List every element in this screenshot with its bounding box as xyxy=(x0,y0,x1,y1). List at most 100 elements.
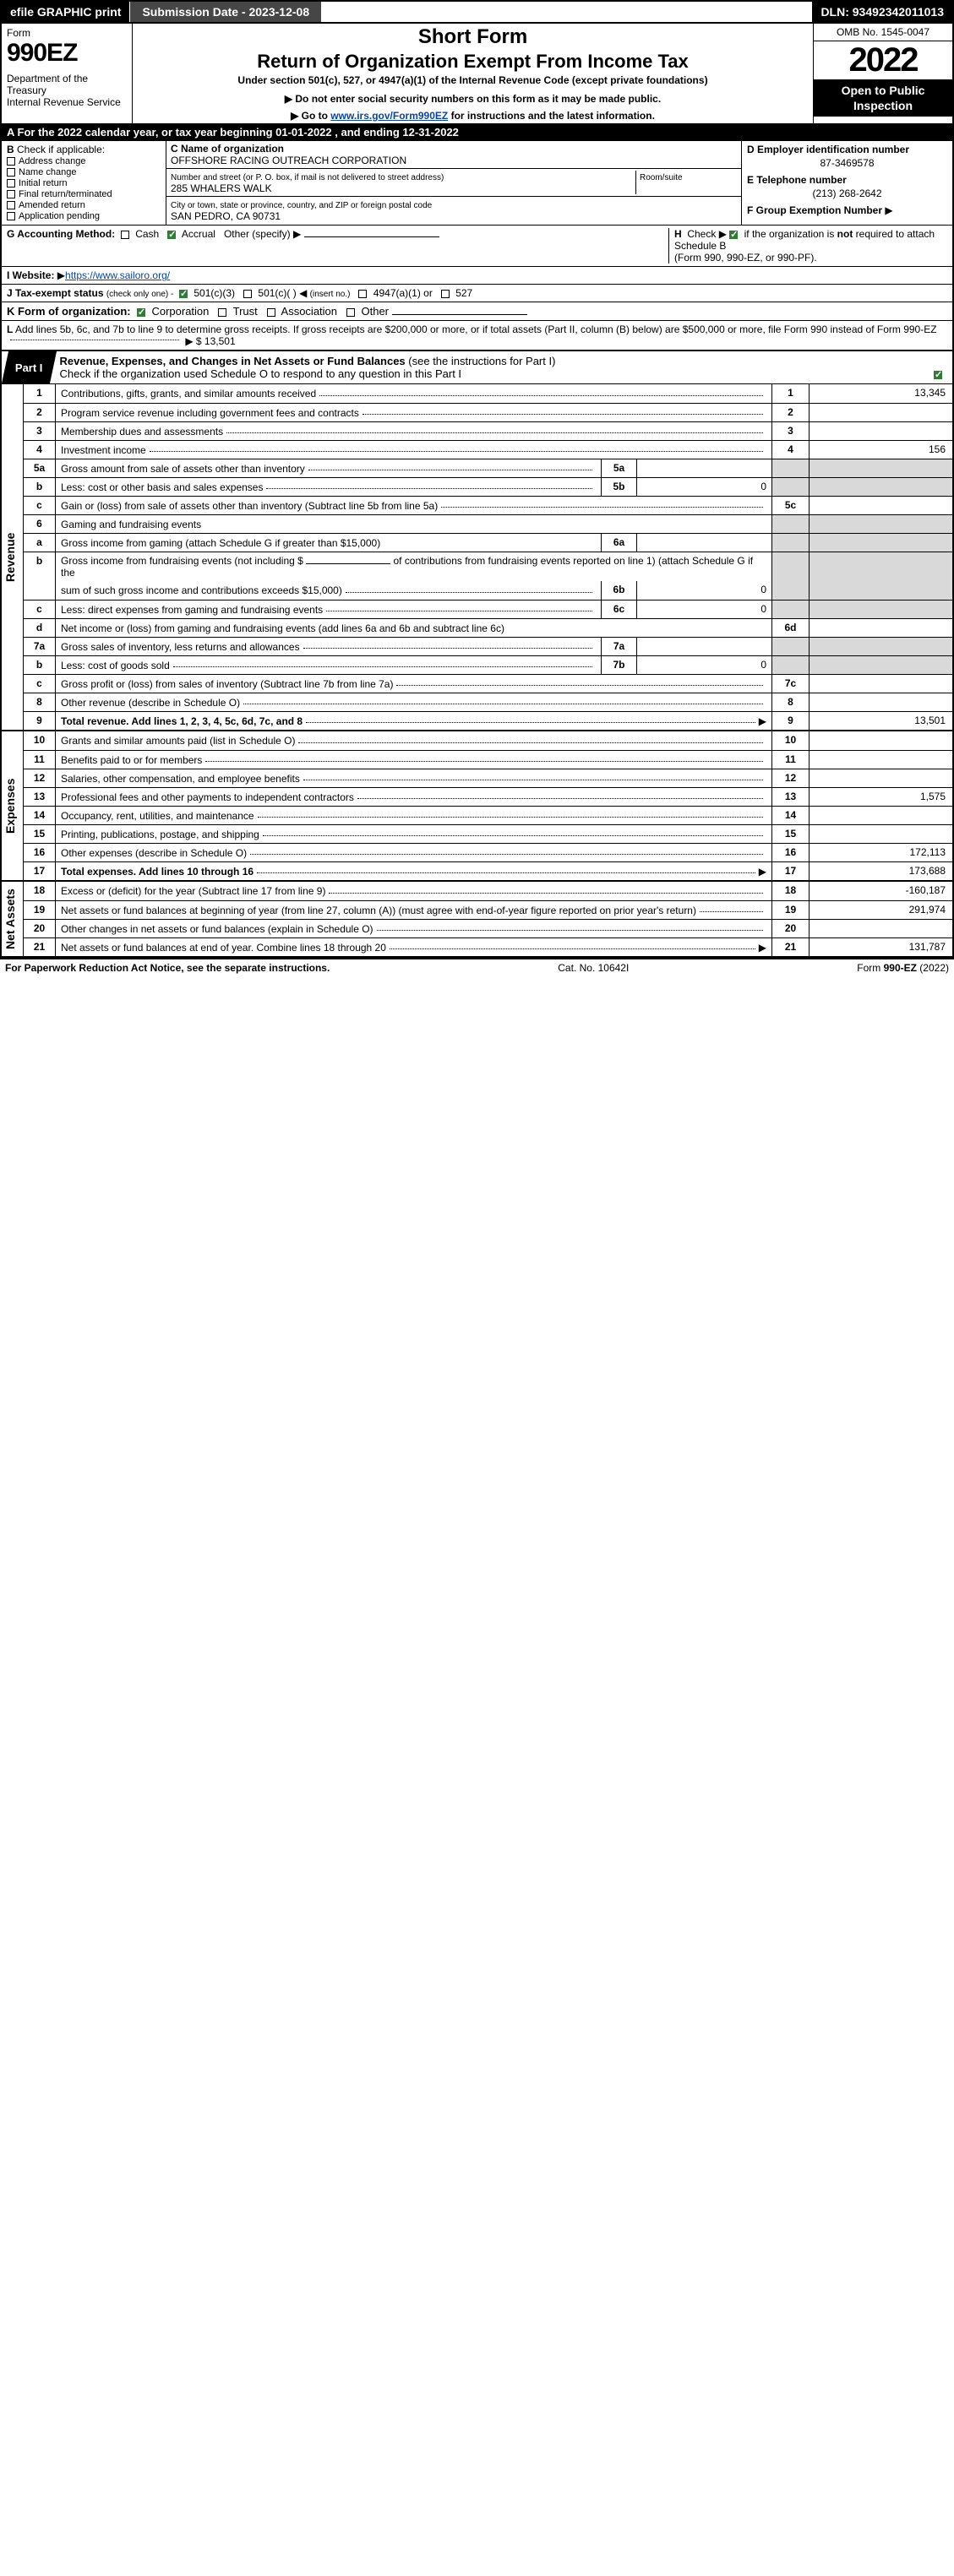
line-7a-mini-ref: 7a xyxy=(601,638,636,655)
b-check-if: Check if applicable: xyxy=(17,144,105,155)
line-2: 2 Program service revenue including gove… xyxy=(24,403,952,421)
line-6a-mini-val xyxy=(636,534,771,552)
line-10-desc: Grants and similar amounts paid (list in… xyxy=(61,735,295,747)
line-12-num: 12 xyxy=(24,769,56,787)
part-1-check-text: Check if the organization used Schedule … xyxy=(60,367,462,380)
f-label: F Group Exemption Number xyxy=(747,204,882,216)
website-link[interactable]: https://www.sailoro.org/ xyxy=(65,269,170,281)
return-title: Return of Organization Exempt From Incom… xyxy=(139,51,806,73)
line-5b-desc: Less: cost or other basis and sales expe… xyxy=(61,481,263,493)
subtitle: Under section 501(c), 527, or 4947(a)(1)… xyxy=(139,74,806,86)
chk-application-pending[interactable]: Application pending xyxy=(7,211,161,221)
arrow-icon: ▶ xyxy=(759,942,766,954)
line-7a-val-shade xyxy=(809,638,952,655)
revenue-side-label: Revenue xyxy=(2,384,19,730)
org-name-cell: C Name of organization OFFSHORE RACING O… xyxy=(166,141,741,169)
chk-schedule-o-part1[interactable] xyxy=(934,371,942,379)
line-18-value: -160,187 xyxy=(809,882,952,900)
chk-accrual[interactable] xyxy=(167,231,176,239)
line-7a-mini-val xyxy=(636,638,771,655)
e-label: E Telephone number xyxy=(747,174,847,186)
line-16-ref: 16 xyxy=(771,844,809,861)
line-5c: c Gain or (loss) from sale of assets oth… xyxy=(24,496,952,514)
line-7b-mini-ref: 7b xyxy=(601,656,636,674)
chk-name-change[interactable]: Name change xyxy=(7,167,161,177)
line-8: 8 Other revenue (describe in Schedule O)… xyxy=(24,693,952,711)
chk-final-return[interactable]: Final return/terminated xyxy=(7,189,161,199)
chk-trust[interactable] xyxy=(218,308,226,317)
line-1-desc: Contributions, gifts, grants, and simila… xyxy=(61,388,316,399)
line-6a-ref-shade xyxy=(771,534,809,552)
h-not: not xyxy=(837,228,853,240)
goto-prefix: Go to xyxy=(302,110,331,122)
line-11-value xyxy=(809,751,952,769)
line-5c-desc: Gain or (loss) from sale of assets other… xyxy=(61,500,438,512)
line-4: 4 Investment income 4 156 xyxy=(24,440,952,459)
revenue-section: Revenue 1 Contributions, gifts, grants, … xyxy=(2,384,952,730)
line-7c-num: c xyxy=(24,675,56,693)
line-6-ref-shade xyxy=(771,515,809,533)
line-2-value xyxy=(809,404,952,421)
line-7c-value xyxy=(809,675,952,693)
line-6c-ref-shade xyxy=(771,601,809,618)
chk-initial-return[interactable]: Initial return xyxy=(7,178,161,188)
line-21-value: 131,787 xyxy=(809,938,952,956)
line-7b-desc: Less: cost of goods sold xyxy=(61,660,170,671)
part-1-header: Part I Revenue, Expenses, and Changes in… xyxy=(2,350,952,384)
line-9-desc: Total revenue. Add lines 1, 2, 3, 4, 5c,… xyxy=(61,715,303,727)
line-2-ref: 2 xyxy=(771,404,809,421)
line-19: 19 Net assets or fund balances at beginn… xyxy=(24,900,952,919)
line-7b-val-shade xyxy=(809,656,952,674)
cash-label: Cash xyxy=(135,228,159,240)
chk-527[interactable] xyxy=(441,290,450,298)
short-form-title: Short Form xyxy=(139,25,806,49)
line-5b: b Less: cost or other basis and sales ex… xyxy=(24,477,952,496)
line-6d-ref: 6d xyxy=(771,619,809,637)
line-1-ref: 1 xyxy=(771,384,809,403)
chk-other-org[interactable] xyxy=(346,308,355,317)
line-16-desc: Other expenses (describe in Schedule O) xyxy=(61,847,247,859)
chk-schedule-b-not-required[interactable] xyxy=(729,231,738,239)
line-6b: sum of such gross income and contributio… xyxy=(24,581,952,600)
line-6b-num: b xyxy=(24,552,56,581)
line-5b-ref-shade xyxy=(771,478,809,496)
line-13-value: 1,575 xyxy=(809,788,952,806)
chk-amended-return[interactable]: Amended return xyxy=(7,200,161,210)
line-6b-desc-block: Gross income from fundraising events (no… xyxy=(56,552,771,581)
chk-501c[interactable] xyxy=(243,290,252,298)
line-5c-value xyxy=(809,497,952,514)
form-header: Form 990EZ Department of the Treasury In… xyxy=(2,24,952,123)
line-1-num: 1 xyxy=(24,384,56,403)
line-8-num: 8 xyxy=(24,693,56,711)
line-5b-val-shade xyxy=(809,478,952,496)
line-6a-val-shade xyxy=(809,534,952,552)
line-12: 12 Salaries, other compensation, and emp… xyxy=(24,769,952,787)
other-specify-blank[interactable] xyxy=(304,236,439,237)
j-label: J Tax-exempt status xyxy=(7,287,104,299)
chk-address-change[interactable]: Address change xyxy=(7,156,161,166)
line-1: 1 Contributions, gifts, grants, and simi… xyxy=(24,384,952,403)
line-6b-blank[interactable] xyxy=(306,563,390,564)
footer-form-ref: Form 990-EZ (2022) xyxy=(857,962,949,974)
g-label: G Accounting Method: xyxy=(7,228,115,240)
chk-corporation[interactable] xyxy=(137,308,145,317)
line-7b-num: b xyxy=(24,656,56,674)
line-21-num: 21 xyxy=(24,938,56,956)
line-10: 10 Grants and similar amounts paid (list… xyxy=(24,731,952,750)
chk-4947a1[interactable] xyxy=(358,290,367,298)
efile-print-label[interactable]: efile GRAPHIC print xyxy=(2,2,129,22)
city-state-zip: SAN PEDRO, CA 90731 xyxy=(171,210,281,222)
line-7a-num: 7a xyxy=(24,638,56,655)
chk-association[interactable] xyxy=(267,308,275,317)
line-9-value: 13,501 xyxy=(809,712,952,730)
line-11-ref: 11 xyxy=(771,751,809,769)
chk-final-return-label: Final return/terminated xyxy=(19,189,112,199)
other-org-blank[interactable] xyxy=(392,314,527,315)
j-note: (check only one) - xyxy=(106,290,173,299)
line-8-desc: Other revenue (describe in Schedule O) xyxy=(61,697,240,709)
irs-link[interactable]: www.irs.gov/Form990EZ xyxy=(330,110,448,122)
chk-cash[interactable] xyxy=(121,231,129,239)
line-6b-mini-val: 0 xyxy=(636,581,771,600)
line-6-num: 6 xyxy=(24,515,56,533)
chk-501c3[interactable] xyxy=(179,290,188,298)
